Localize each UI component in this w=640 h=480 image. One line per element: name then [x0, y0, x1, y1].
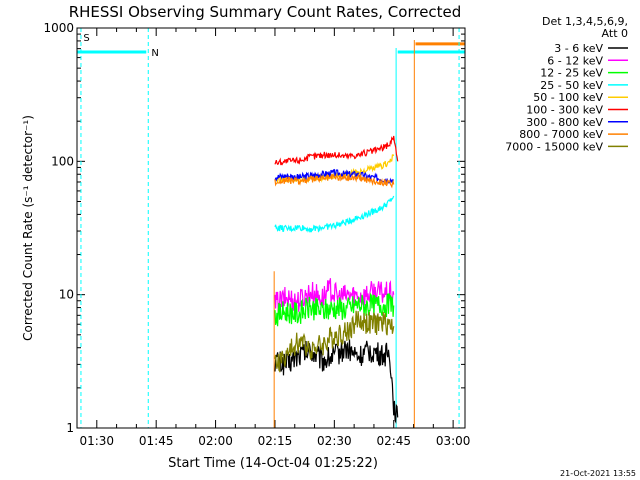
chart-title: RHESSI Observing Summary Count Rates, Co… — [69, 3, 462, 21]
legend-header-1: Det 1,3,4,5,6,9, — [542, 15, 628, 28]
legend-label: 12 - 25 keV — [540, 67, 603, 80]
series-line-8 — [274, 310, 395, 374]
series-line-5 — [274, 135, 399, 166]
y-tick-label: 10 — [59, 288, 74, 302]
legend-label: 3 - 6 keV — [554, 42, 603, 55]
legend-label: 100 - 300 keV — [526, 104, 603, 117]
legend-label: 800 - 7000 keV — [519, 128, 603, 141]
y-tick-label: 100 — [51, 154, 74, 168]
legend-label: 300 - 800 keV — [526, 116, 603, 129]
y-axis-label: Corrected Count Rate (s⁻¹ detector⁻¹) — [21, 115, 35, 341]
y-tick-label: 1 — [66, 421, 74, 435]
plot-frame — [76, 27, 466, 429]
x-axis-label: Start Time (14-Oct-04 01:25:22) — [168, 456, 378, 471]
series-line-7 — [274, 173, 395, 189]
series-line-6 — [274, 168, 395, 185]
y-tick-label: 1000 — [43, 21, 74, 35]
x-tick-label: 02:00 — [198, 434, 233, 448]
legend-header-2: Att 0 — [602, 27, 628, 40]
n-marker-label: N — [151, 48, 158, 59]
x-tick-label: 02:30 — [317, 434, 352, 448]
x-tick-label: 01:30 — [79, 434, 114, 448]
x-tick-label: 03:00 — [436, 434, 471, 448]
legend-label: 25 - 50 keV — [540, 79, 603, 92]
s-marker-label: S — [83, 33, 89, 44]
series-line-3 — [274, 195, 395, 233]
legend-label: 50 - 100 keV — [533, 91, 603, 104]
legend-label: 6 - 12 keV — [547, 54, 603, 67]
legend-label: 7000 - 15000 keV — [505, 140, 603, 153]
x-tick-label: 02:45 — [376, 434, 411, 448]
x-tick-label: 01:45 — [139, 434, 174, 448]
series-line-1 — [274, 278, 395, 313]
timestamp-label: 21-Oct-2021 13:55 — [560, 469, 636, 478]
x-tick-label: 02:15 — [258, 434, 293, 448]
